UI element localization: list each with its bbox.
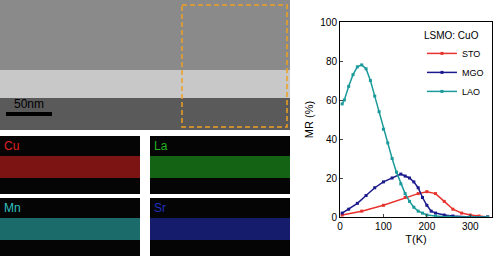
svg-text:Mn: Mn <box>4 201 21 215</box>
svg-text:MGO: MGO <box>462 68 484 78</box>
svg-text:0: 0 <box>337 221 343 232</box>
svg-text:80: 80 <box>326 56 338 67</box>
svg-text:MR (%): MR (%) <box>303 101 315 138</box>
svg-text:Cu: Cu <box>4 139 19 153</box>
svg-text:20: 20 <box>326 173 338 184</box>
svg-text:200: 200 <box>419 221 436 232</box>
svg-text:LSMO: CuO: LSMO: CuO <box>424 30 479 41</box>
svg-text:La: La <box>154 139 168 153</box>
svg-text:STO: STO <box>462 49 480 59</box>
svg-text:300: 300 <box>462 221 479 232</box>
svg-text:T(K): T(K) <box>405 233 426 245</box>
svg-text:LAO: LAO <box>462 87 480 97</box>
svg-text:60: 60 <box>326 95 338 106</box>
svg-text:Sr: Sr <box>154 201 166 215</box>
svg-text:100: 100 <box>320 17 337 28</box>
svg-text:100: 100 <box>375 221 392 232</box>
svg-text:0: 0 <box>331 212 337 223</box>
svg-text:40: 40 <box>326 134 338 145</box>
svg-text:50nm: 50nm <box>14 97 44 111</box>
